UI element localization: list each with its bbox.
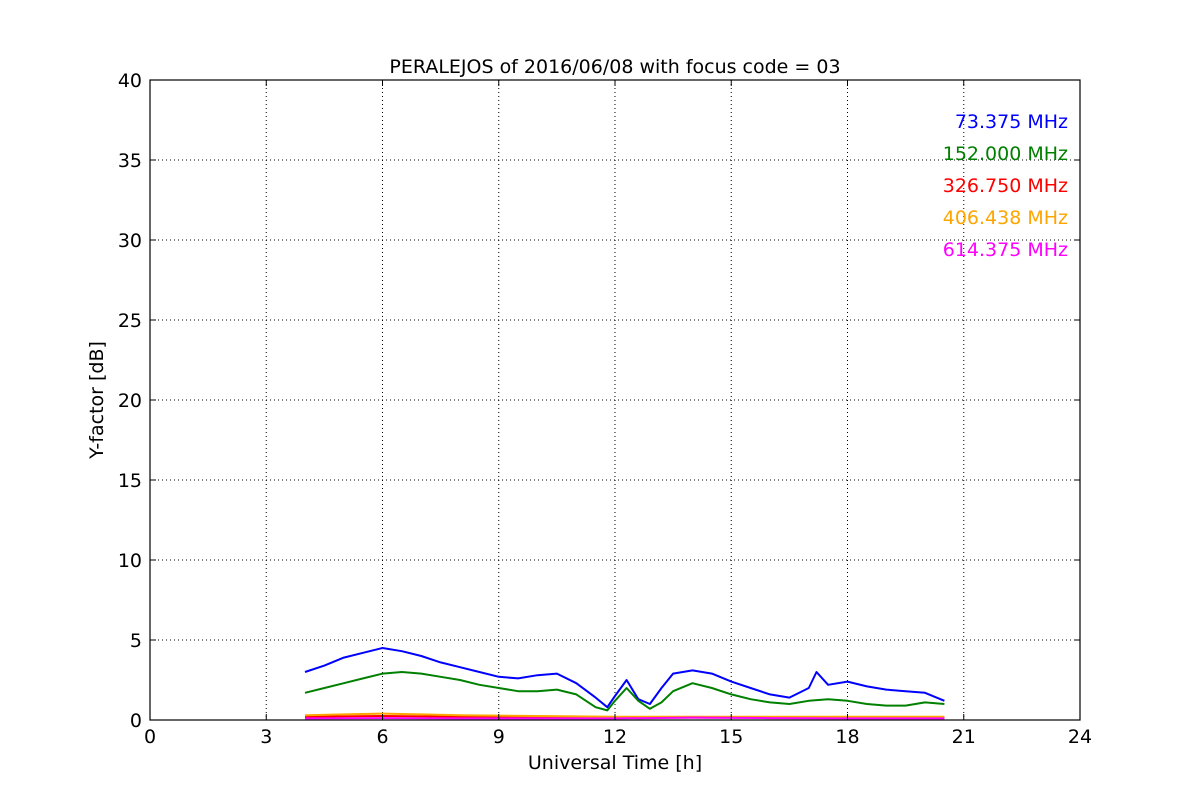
series-group bbox=[304, 647, 945, 720]
x-tick-label: 6 bbox=[376, 726, 388, 748]
series-line-4 bbox=[304, 716, 945, 720]
x-tick-label: 15 bbox=[719, 726, 743, 748]
series-line-3 bbox=[304, 712, 945, 718]
x-tick-label: 18 bbox=[835, 726, 859, 748]
x-tick-label: 0 bbox=[144, 726, 156, 748]
legend-entry-0: 73.375 MHz bbox=[955, 111, 1068, 133]
chart-title: PERALEJOS of 2016/06/08 with focus code … bbox=[389, 56, 840, 78]
y-axis-label: Y-factor [dB] bbox=[86, 341, 108, 460]
x-tick-label: 3 bbox=[260, 726, 272, 748]
y-tick-label: 0 bbox=[130, 710, 142, 732]
y-tick-label: 25 bbox=[118, 310, 142, 332]
y-tick-label: 15 bbox=[118, 470, 142, 492]
x-axis-label: Universal Time [h] bbox=[528, 752, 702, 774]
legend-entry-4: 614.375 MHz bbox=[943, 239, 1068, 261]
legend: 73.375 MHz 152.000 MHz 326.750 MHz 406.438 … bbox=[943, 111, 1068, 261]
x-tick-label: 9 bbox=[493, 726, 505, 748]
legend-entry-1: 152.000 MHz bbox=[943, 143, 1068, 165]
y-tick-label: 10 bbox=[118, 550, 142, 572]
grid-lines bbox=[149, 79, 1081, 721]
y-tick-label: 30 bbox=[118, 230, 142, 252]
legend-entry-3: 406.438 MHz bbox=[943, 207, 1068, 229]
x-axis-ticks: 0 3 6 9 12 15 18 21 24 bbox=[144, 80, 1092, 748]
y-axis-ticks: 0 5 10 15 20 25 30 35 40 bbox=[118, 70, 1080, 732]
x-tick-label: 12 bbox=[603, 726, 627, 748]
x-tick-label: 24 bbox=[1068, 726, 1092, 748]
legend-entry-2: 326.750 MHz bbox=[943, 175, 1068, 197]
y-tick-label: 35 bbox=[118, 150, 142, 172]
series-line-0 bbox=[304, 647, 945, 709]
x-tick-label: 21 bbox=[952, 726, 976, 748]
y-tick-label: 40 bbox=[118, 70, 142, 92]
series-line-1 bbox=[304, 671, 945, 712]
y-tick-label: 20 bbox=[118, 390, 142, 412]
y-tick-label: 5 bbox=[130, 630, 142, 652]
